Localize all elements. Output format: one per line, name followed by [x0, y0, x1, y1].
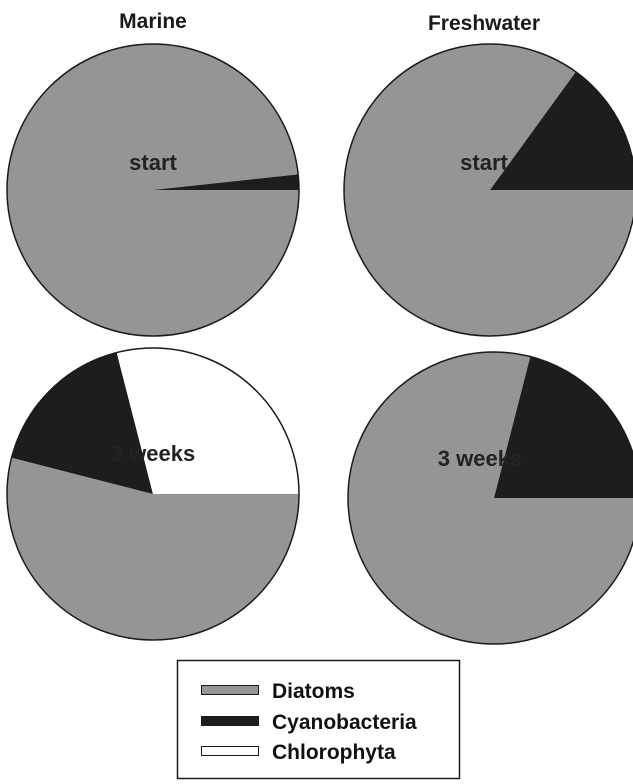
pie-freshwater-start-outline	[343, 43, 633, 337]
marine-column-title: Marine	[119, 10, 187, 33]
pie-freshwater-3-weeks-outline	[347, 351, 633, 645]
freshwater-column-title: Freshwater	[428, 12, 540, 35]
pie-marine-3-weeks-outline	[6, 347, 300, 641]
pie-marine-3-weeks-slice-cyanobacteria	[11, 352, 154, 494]
legend-label-cyanobacteria: Cyanobacteria	[272, 711, 417, 734]
pie-marine-start-label: start	[129, 150, 177, 175]
legend-label-chlorophyta: Chlorophyta	[272, 741, 396, 764]
legend-swatch-cyanobacteria	[201, 716, 259, 726]
pie-freshwater-start: start	[343, 43, 633, 337]
pie-marine-start-slices	[6, 43, 300, 337]
pie-marine-3-weeks-label: 3 weeks	[111, 441, 195, 466]
pie-freshwater-3-weeks-slice-diatoms	[348, 352, 633, 644]
pie-freshwater-3-weeks-slice-cyanobacteria	[494, 356, 633, 498]
pie-marine-3-weeks-slice-diatoms	[7, 457, 299, 641]
legend-label-diatoms: Diatoms	[272, 680, 355, 703]
pie-freshwater-start-slice-diatoms	[344, 44, 633, 336]
legend-swatch-chlorophyta	[201, 746, 259, 756]
pie-marine-3-weeks: 3 weeks	[6, 347, 300, 641]
pie-marine-3-weeks-slice-chlorophyta	[116, 348, 299, 494]
pie-marine-3-weeks-slices	[6, 347, 300, 641]
pie-freshwater-start-label: start	[460, 150, 508, 175]
pie-freshwater-start-slice-cyanobacteria	[490, 71, 633, 190]
pie-freshwater-3-weeks-label: 3 weeks	[438, 446, 522, 471]
legend-swatch-diatoms	[201, 685, 259, 695]
legend: Diatoms Cyanobacteria Chlorophyta	[176, 659, 461, 780]
pie-marine-start-slice-diatoms	[7, 43, 299, 336]
pie-freshwater-start-slices	[343, 43, 633, 337]
pie-marine-start-slice-cyanobacteria	[153, 174, 299, 190]
pie-freshwater-3-weeks-slices	[347, 351, 633, 645]
pie-marine-start: start	[6, 43, 300, 337]
pie-marine-start-outline	[6, 43, 300, 337]
pie-freshwater-3-weeks: 3 weeks	[347, 351, 633, 645]
